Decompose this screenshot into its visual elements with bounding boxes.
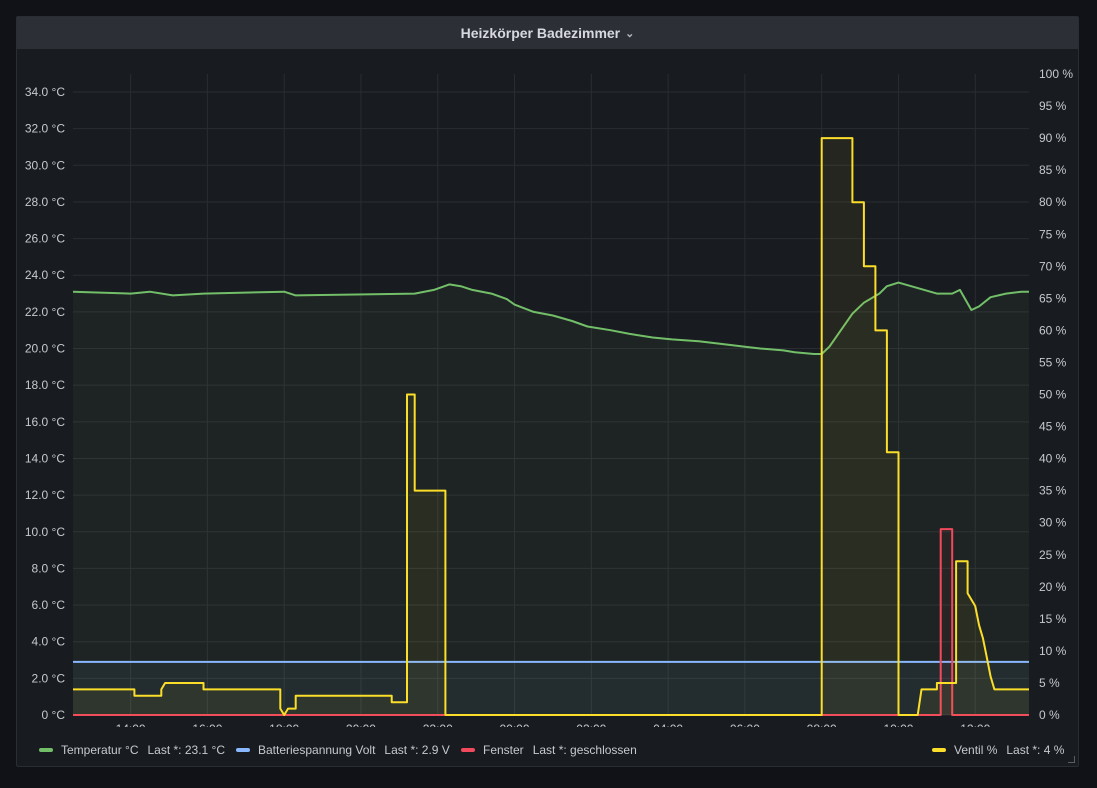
series-area-0 [73,282,1029,715]
x-tick-label: 20:00 [346,722,376,727]
y-left-tick-label: 0 °C [42,708,66,722]
y-right-tick-label: 55 % [1039,355,1067,369]
y-right-tick-label: 0 % [1039,708,1060,722]
y-left-tick-label: 24.0 °C [25,268,65,282]
y-left-tick-label: 4.0 °C [32,635,66,649]
legend: Temperatur °C Last *: 23.1 °C Batteriesp… [39,743,1064,759]
y-right-tick-label: 5 % [1039,676,1060,690]
x-tick-label: 10:00 [883,722,913,727]
legend-item-temperatur[interactable]: Temperatur °C Last *: 23.1 °C [39,743,225,757]
x-tick-label: 22:00 [423,722,453,727]
y-right-tick-label: 15 % [1039,612,1067,626]
y-right-tick-label: 85 % [1039,163,1067,177]
y-right-tick-label: 100 % [1039,67,1073,81]
y-right-tick-label: 25 % [1039,548,1067,562]
y-right-tick-label: 45 % [1039,420,1067,434]
x-tick-label: 02:00 [576,722,606,727]
y-left-tick-label: 8.0 °C [32,561,66,575]
y-right-tick-label: 95 % [1039,99,1067,113]
x-tick-label: 06:00 [730,722,760,727]
panel-header[interactable]: Heizkörper Badezimmer ⌄ [17,17,1078,49]
x-tick-label: 12:00 [960,722,990,727]
y-right-tick-label: 10 % [1039,644,1067,658]
y-right-tick-label: 35 % [1039,484,1067,498]
y-right-tick-label: 90 % [1039,131,1067,145]
y-right-tick-label: 70 % [1039,259,1067,273]
legend-label: Batteriespannung Volt [258,743,376,757]
y-left-tick-label: 32.0 °C [25,122,65,136]
series-area-1 [73,661,1029,715]
y-right-tick-label: 50 % [1039,388,1067,402]
legend-item-ventil[interactable]: Ventil % Last *: 4 % [932,743,1064,757]
y-left-tick-label: 30.0 °C [25,158,65,172]
legend-swatch-fenster [461,748,475,752]
y-left-tick-label: 14.0 °C [25,451,65,465]
y-left-tick-label: 18.0 °C [25,378,65,392]
chevron-down-icon[interactable]: ⌄ [625,27,635,40]
y-left-tick-label: 6.0 °C [32,598,66,612]
resize-handle-icon[interactable] [1068,756,1075,763]
x-tick-label: 04:00 [653,722,683,727]
x-tick-label: 14:00 [116,722,146,727]
panel-title[interactable]: Heizkörper Badezimmer [460,25,621,41]
legend-swatch-ventil [932,748,946,752]
y-right-tick-label: 40 % [1039,452,1067,466]
y-left-tick-label: 26.0 °C [25,232,65,246]
legend-last-value: Last *: 23.1 °C [147,743,226,757]
legend-swatch-temperatur [39,748,53,752]
legend-label: Ventil % [954,743,998,757]
legend-last-value: Last *: 4 % [1006,743,1065,757]
chart-area[interactable]: 0 °C 2.0 °C 4.0 °C 6.0 °C 8.0 °C 10.0 °C 12.0 … [17,17,1078,727]
y-left-tick-label: 16.0 °C [25,415,65,429]
legend-swatch-batteriespannung [236,748,250,752]
y-left-tick-label: 20.0 °C [25,342,65,356]
graph-panel: Heizkörper Badezimmer ⌄ 0 °C 2.0 °C 4.0 °C… [16,16,1079,767]
y-left-tick-label: 10.0 °C [25,525,65,539]
x-tick-label: 16:00 [192,722,222,727]
legend-item-batteriespannung[interactable]: Batteriespannung Volt Last *: 2.9 V [236,743,450,757]
y-right-tick-label: 20 % [1039,580,1067,594]
x-tick-label: 08:00 [807,722,837,727]
y-right-tick-label: 30 % [1039,516,1067,530]
legend-label: Fenster [483,743,524,757]
legend-last-value: Last *: 2.9 V [384,743,450,757]
y-left-tick-label: 22.0 °C [25,305,65,319]
legend-label: Temperatur °C [61,743,139,757]
x-tick-label: 00:00 [500,722,530,727]
series-line-3 [73,137,1029,716]
y-left-tick-label: 34.0 °C [25,85,65,99]
series-line-0 [72,281,1029,355]
y-left-tick-label: 28.0 °C [25,195,65,209]
legend-item-fenster[interactable]: Fenster Last *: geschlossen [461,743,637,757]
legend-last-value: Last *: geschlossen [532,743,637,757]
y-left-tick-label: 12.0 °C [25,488,65,502]
x-tick-label: 18:00 [269,722,299,727]
y-right-tick-label: 60 % [1039,323,1067,337]
series-area-3 [73,138,1029,716]
y-right-tick-label: 80 % [1039,195,1067,209]
y-right-tick-label: 65 % [1039,291,1067,305]
y-left-tick-label: 2.0 °C [32,671,66,685]
y-right-tick-label: 75 % [1039,227,1067,241]
